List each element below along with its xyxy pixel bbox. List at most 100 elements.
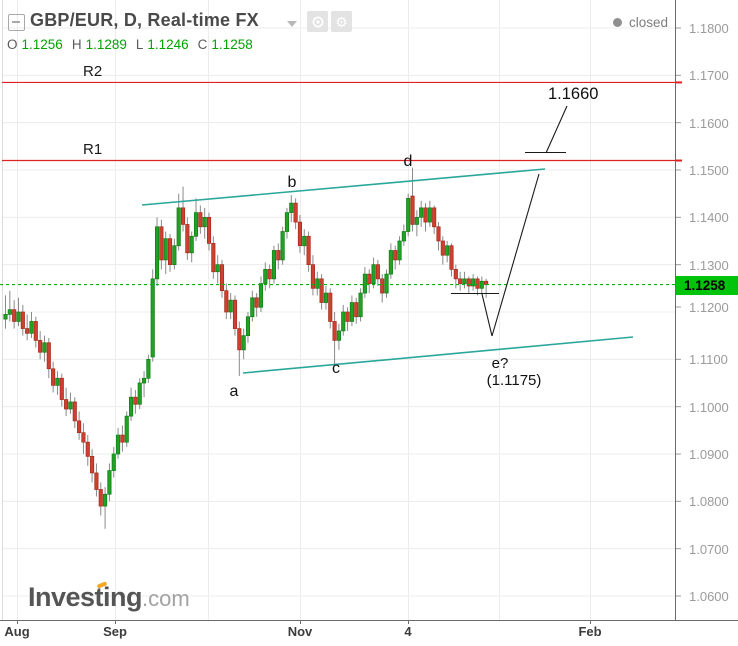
candle-body (38, 340, 43, 353)
candle-body (263, 269, 268, 284)
candle-body (211, 243, 216, 273)
candle-body (176, 207, 181, 247)
candle-body (306, 235, 311, 266)
candle-body (167, 238, 173, 266)
price-axis-label: 1.0600 (689, 588, 729, 604)
candle-body (90, 456, 95, 474)
candle-body (172, 245, 177, 266)
candle-body (33, 321, 38, 341)
candle-body (137, 382, 142, 405)
candle-body (440, 240, 445, 256)
candle-body (406, 198, 411, 232)
candle-body (85, 441, 90, 457)
candle-body (336, 330, 341, 341)
candle-body (46, 342, 51, 370)
candle-body (20, 311, 25, 329)
price-axis-label: 1.0900 (689, 446, 729, 462)
candle-body (193, 212, 199, 237)
candle-body (111, 453, 116, 471)
candle-body (254, 297, 259, 308)
candle-body (116, 434, 121, 455)
close-value: 1.1258 (211, 37, 253, 52)
candle-body (432, 207, 437, 228)
chevron-down-icon[interactable] (287, 21, 297, 27)
wave-c-label: c (332, 360, 340, 377)
candle-body (293, 202, 298, 223)
price-axis-label: 1.1200 (689, 299, 729, 315)
candle-body (397, 240, 402, 261)
candle-body (410, 195, 415, 225)
candle-body (367, 273, 372, 284)
candle-body (146, 358, 151, 379)
upper-channel-trendline (141, 168, 546, 206)
candle-body (271, 250, 277, 280)
eye-icon (312, 16, 323, 27)
target-price-label: 1.1660 (548, 85, 599, 103)
candle-body (388, 250, 393, 275)
candle-body (198, 212, 203, 228)
candle-body (323, 292, 328, 303)
wave-a-label: a (229, 383, 239, 400)
candle-body (77, 420, 82, 434)
candle-body (345, 311, 350, 322)
candle-body (29, 321, 34, 334)
candle-body (206, 216, 212, 244)
candle-body (375, 264, 380, 280)
candle-body (159, 226, 164, 261)
candle-body (302, 235, 307, 247)
candle-body (466, 278, 471, 287)
price-axis-label: 1.1600 (689, 115, 729, 131)
candle-body (224, 290, 229, 313)
time-axis-label: 4 (404, 624, 412, 639)
settings-gear-button[interactable]: ⚙ (331, 11, 352, 32)
candle-body (72, 401, 77, 422)
candle-body (267, 269, 272, 280)
price-axis-label: 1.1100 (689, 352, 728, 368)
candle-body (315, 278, 320, 289)
wave-e-price-label: (1.1175) (486, 372, 542, 389)
collapse-panel-icon[interactable] (8, 14, 25, 31)
candle-body (319, 278, 324, 303)
candle-body (7, 309, 12, 315)
candle-body (3, 314, 8, 320)
candle-body (297, 221, 302, 247)
price-axis-label: 1.1800 (689, 21, 729, 36)
hide-indicator-eye-button[interactable] (307, 11, 328, 32)
candle-body (163, 238, 168, 261)
candle-body (107, 470, 112, 495)
ohlc-readout: O 1.1256 H 1.1289 L 1.1246 C 1.1258 (7, 37, 262, 52)
low-label: L (135, 37, 144, 52)
wave-d-label: d (403, 153, 413, 170)
low-value: 1.1246 (147, 37, 189, 52)
candle-body (55, 377, 60, 386)
candle-body (202, 216, 207, 228)
price-axis-label: 1.1000 (689, 399, 729, 415)
candle-body (453, 269, 458, 280)
open-value: 1.1256 (21, 37, 63, 52)
time-axis-label: Sep (103, 624, 127, 639)
candle-body (16, 311, 21, 322)
candle-body (276, 250, 281, 261)
candle-body (155, 226, 160, 280)
candle-body (228, 299, 233, 313)
symbol-title: GBP/EUR, D, Real-time FX (30, 10, 259, 30)
price-axis-label: 1.0800 (689, 494, 729, 510)
resistance1-label: R1 (83, 141, 103, 158)
wave-b-label: b (287, 174, 297, 191)
candle-body (332, 321, 337, 341)
candle-body (471, 278, 476, 287)
current-price-badge: 1.1258 (676, 276, 738, 295)
price-axis-label: 1.1400 (689, 210, 729, 226)
time-axis-label: Aug (4, 624, 30, 639)
investing-watermark-logo: Investing.com (28, 581, 190, 613)
candle-body (427, 207, 432, 223)
candle-body (436, 226, 441, 242)
candle-body (185, 224, 190, 254)
candle-body (219, 264, 225, 292)
wave-e-label: e? (491, 355, 509, 372)
candle-body (180, 207, 186, 225)
status-dot-icon (613, 18, 622, 27)
candle-body (12, 309, 17, 322)
candle-body (68, 401, 73, 410)
